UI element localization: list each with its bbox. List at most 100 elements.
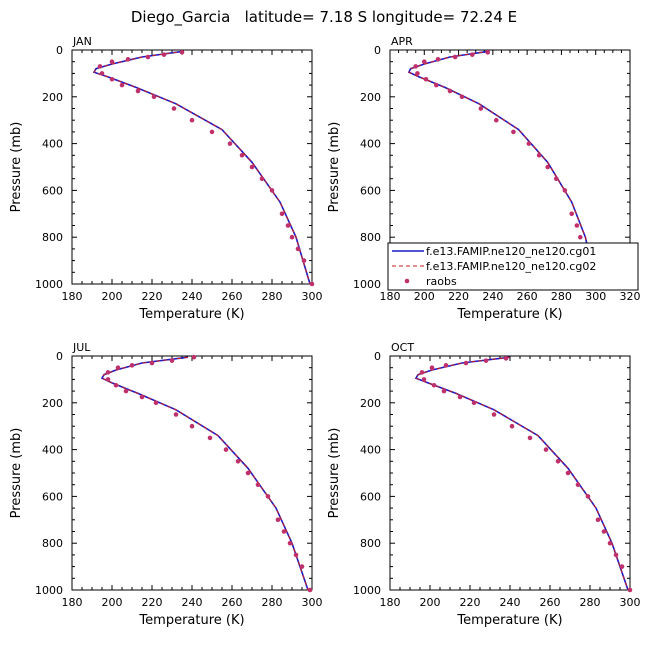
- x-axis-label: Temperature (K): [456, 613, 562, 628]
- x-tick-label: 300: [302, 290, 323, 303]
- raobs-point: [601, 529, 607, 534]
- raobs-point: [526, 141, 532, 146]
- raobs-point: [119, 82, 125, 88]
- raobs-point: [161, 52, 167, 57]
- raobs-point: [307, 587, 313, 593]
- raobs-point: [413, 64, 419, 69]
- y-axis-label: Pressure (mb): [327, 122, 342, 213]
- x-tick-label: 280: [580, 596, 601, 609]
- raobs-point: [191, 354, 197, 360]
- raobs-point: [429, 365, 435, 371]
- raobs-point: [503, 356, 509, 361]
- y-tick-label: 600: [360, 490, 381, 503]
- raobs-point: [109, 59, 115, 64]
- y-tick-label: 0: [56, 44, 63, 57]
- raobs-point: [613, 552, 619, 558]
- raobs-point: [135, 88, 141, 94]
- raobs-point: [223, 447, 229, 452]
- x-axis-label: Temperature (K): [138, 613, 244, 628]
- raobs-point: [123, 388, 129, 394]
- panel-jul: 180 200 220 240 260 280 300 0 200 400 600 800 1000 JU…: [9, 341, 323, 628]
- legend-label: f.e13.FAMIP.ne120_ne120.cg02: [426, 260, 596, 273]
- x-tick-label: 180: [380, 596, 401, 609]
- raobs-point: [471, 400, 477, 406]
- legend-label: f.e13.FAMIP.ne120_ne120.cg01: [426, 245, 596, 258]
- y-tick-label: 0: [374, 44, 381, 57]
- raobs-point: [295, 246, 301, 252]
- raobs-point: [299, 564, 305, 569]
- raobs-point: [255, 482, 261, 488]
- raobs-point: [457, 394, 463, 400]
- x-tick-label: 200: [420, 596, 441, 609]
- raobs-point: [421, 377, 427, 382]
- y-tick-label: 0: [56, 350, 63, 363]
- raobs-point: [293, 552, 299, 558]
- x-tick-label: 220: [460, 596, 481, 609]
- y-tick-label: 400: [360, 138, 381, 151]
- raobs-point: [301, 258, 307, 263]
- raobs-point: [574, 223, 580, 228]
- raobs-point: [627, 587, 633, 593]
- raobs-point: [235, 459, 241, 464]
- raobs-point: [245, 470, 251, 476]
- x-tick-label: 280: [551, 290, 572, 303]
- raobs-point: [431, 382, 437, 388]
- raobs-point: [527, 435, 533, 441]
- x-tick-label: 320: [620, 290, 641, 303]
- raobs-point: [569, 211, 575, 217]
- series-line-cg02: [101, 356, 309, 591]
- raobs-point: [169, 358, 175, 363]
- x-tick-label: 300: [302, 596, 323, 609]
- y-tick-label: 800: [42, 231, 63, 244]
- y-tick-label: 200: [360, 397, 381, 410]
- plot-frame: [71, 355, 313, 591]
- raobs-point: [145, 54, 151, 60]
- raobs-point: [536, 153, 542, 158]
- legend-swatch: [404, 278, 410, 284]
- raobs-point: [113, 382, 119, 388]
- y-tick-label: 800: [360, 537, 381, 550]
- y-tick-label: 600: [360, 184, 381, 197]
- raobs-point: [287, 540, 293, 546]
- x-tick-label: 180: [62, 596, 83, 609]
- raobs-point: [577, 234, 583, 240]
- x-tick-label: 260: [222, 596, 243, 609]
- raobs-point: [179, 50, 185, 55]
- raobs-point: [171, 106, 177, 111]
- raobs-point: [279, 211, 285, 217]
- raobs-point: [543, 447, 549, 452]
- raobs-point: [491, 412, 497, 417]
- raobs-point: [419, 370, 425, 375]
- raobs-point: [149, 360, 155, 366]
- raobs-point: [289, 234, 295, 240]
- raobs-point: [129, 363, 135, 368]
- y-tick-label: 400: [42, 138, 63, 151]
- y-axis-label: Pressure (mb): [9, 428, 24, 519]
- panel-label: JUL: [72, 341, 91, 354]
- y-tick-label: 1000: [35, 584, 63, 597]
- raobs-point: [207, 435, 213, 441]
- series-line-cg01: [92, 50, 311, 285]
- raobs-point: [607, 540, 613, 546]
- raobs-point: [441, 388, 447, 394]
- legend-label: raobs: [426, 275, 457, 288]
- x-tick-label: 260: [517, 290, 538, 303]
- panel-label: APR: [391, 35, 413, 48]
- panel-label: OCT: [391, 341, 414, 354]
- panels: 180 200 220 240 260 280 300 0 200 400 600 800 1000 JA…: [9, 35, 641, 628]
- series-line-cg01: [100, 356, 309, 591]
- raobs-point: [97, 64, 103, 69]
- y-tick-label: 600: [42, 184, 63, 197]
- y-tick-label: 1000: [353, 278, 381, 291]
- raobs-point: [585, 494, 591, 499]
- y-tick-label: 200: [42, 91, 63, 104]
- raobs-point: [443, 363, 449, 368]
- raobs-point: [423, 76, 429, 82]
- x-axis-label: Temperature (K): [138, 307, 244, 322]
- series-line-cg02: [415, 356, 629, 591]
- raobs-point: [189, 117, 195, 123]
- raobs-point: [115, 365, 121, 371]
- raobs-point: [483, 358, 489, 363]
- raobs-point: [109, 76, 115, 82]
- raobs-point: [463, 360, 469, 366]
